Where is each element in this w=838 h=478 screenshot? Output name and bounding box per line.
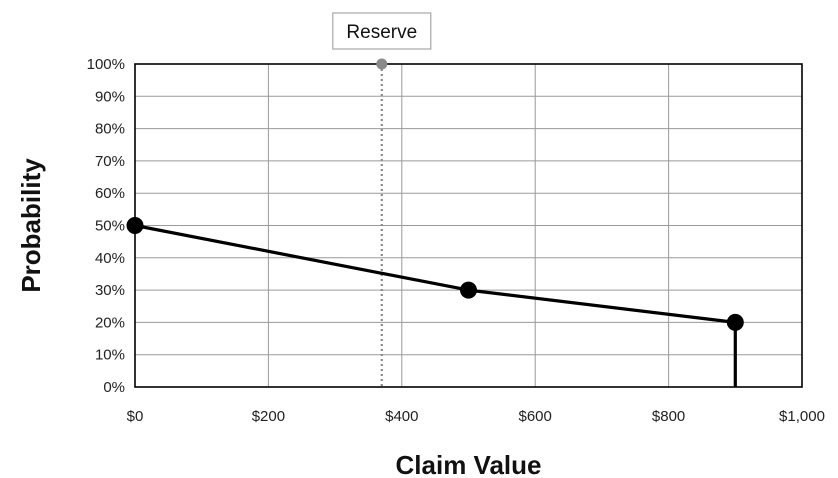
y-tick-label: 60% [95,185,125,202]
y-tick-label: 20% [95,314,125,331]
y-tick-label: 30% [95,282,125,299]
reserve-callout-box [332,12,432,50]
data-point [460,281,477,299]
reserve-marker [376,58,388,70]
y-tick-label: 40% [95,250,125,267]
annotation-layer: Reserve [332,12,432,387]
x-tick-label: $200 [252,408,285,425]
y-axis-title: Probability [16,158,46,293]
data-point [126,217,144,234]
x-axis-ticks: $0 $200 $400 $600 $800 $1,000 [127,408,825,425]
y-tick-label: 100% [87,56,125,73]
series-layer [126,217,744,387]
x-axis-title: Claim Value [396,450,542,478]
y-tick-label: 10% [95,347,125,364]
y-axis-ticks: 0% 10% 20% 30% 40% 50% 60% 70% 80% 90% 100% [87,56,125,396]
x-tick-label: $1,000 [779,408,825,425]
reserve-callout-label: Reserve [346,22,417,43]
y-tick-label: 0% [103,379,125,396]
data-point [726,313,744,331]
y-tick-label: 90% [95,88,125,105]
y-tick-label: 70% [95,153,125,170]
x-tick-label: $0 [127,408,144,425]
x-tick-label: $800 [652,408,685,425]
y-tick-label: 80% [95,121,125,138]
y-tick-label: 50% [95,218,125,235]
x-tick-label: $400 [385,408,418,425]
x-tick-label: $600 [519,408,552,425]
